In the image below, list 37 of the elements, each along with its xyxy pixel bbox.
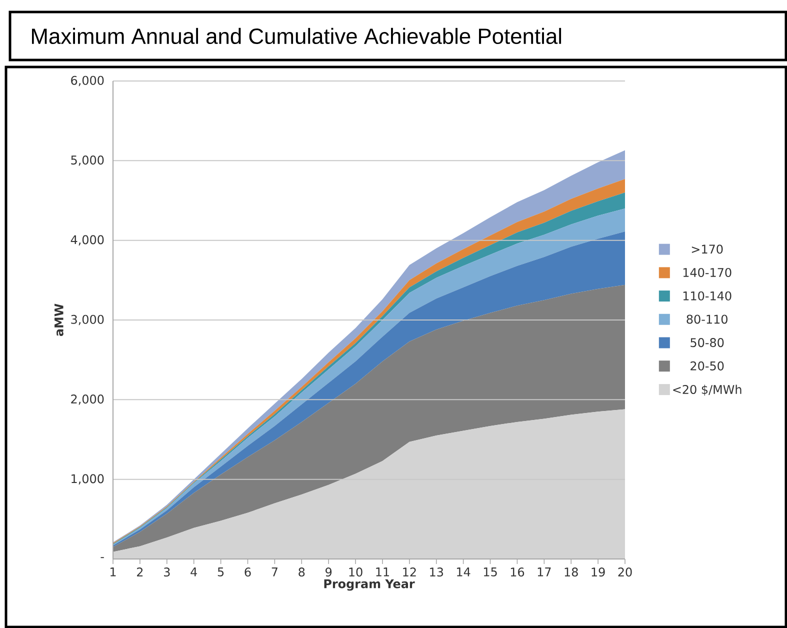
x-tick-label: 13 <box>430 568 444 577</box>
legend-label: 80-110 <box>686 314 728 324</box>
legend-label: >170 <box>692 244 723 254</box>
x-tick-label: 14 <box>457 568 470 576</box>
x-tick-label: 15 <box>484 568 497 576</box>
x-tick-label: 17 <box>538 568 551 576</box>
y-tick-label: 3,000 <box>71 314 104 326</box>
x-tick-label: 5 <box>218 568 224 576</box>
x-tick-label: 16 <box>510 568 524 577</box>
y-tick-label: - <box>100 557 104 558</box>
y-tick-label: 5,000 <box>71 156 104 166</box>
x-axis-title: Program Year <box>324 579 415 591</box>
x-tick-label: 8 <box>298 568 305 577</box>
x-tick-label: 10 <box>349 568 362 577</box>
x-tick-label: 3 <box>164 568 170 577</box>
x-tick-label: 19 <box>592 568 605 577</box>
x-tick-label: 6 <box>244 568 251 577</box>
x-tick-label: 11 <box>376 568 389 576</box>
x-tick-label: 7 <box>272 568 278 576</box>
y-tick-label: 6,000 <box>71 76 104 86</box>
y-tick-label: 2,000 <box>71 394 104 405</box>
legend-label: 110-140 <box>683 291 732 300</box>
y-axis-title: aMW <box>54 304 64 336</box>
y-tick-label: 4,000 <box>70 235 104 246</box>
legend-label: 20-50 <box>690 361 724 370</box>
x-tick-label: 4 <box>190 568 197 576</box>
x-tick-label: 20 <box>618 568 632 577</box>
x-tick-label: 18 <box>564 568 578 577</box>
legend-label: 140-170 <box>683 268 732 278</box>
legend-label: 50-80 <box>690 338 724 348</box>
x-tick-label: 1 <box>110 568 116 576</box>
x-tick-label: 2 <box>137 568 143 576</box>
x-tick-label: 9 <box>326 568 332 577</box>
x-tick-label: 12 <box>403 568 416 576</box>
y-tick-label: 1,000 <box>72 474 104 484</box>
legend-label: <20 $/MWh <box>673 384 742 396</box>
chart-title: Maximum Annual and Cumulative Achievable Potential <box>32 28 562 44</box>
